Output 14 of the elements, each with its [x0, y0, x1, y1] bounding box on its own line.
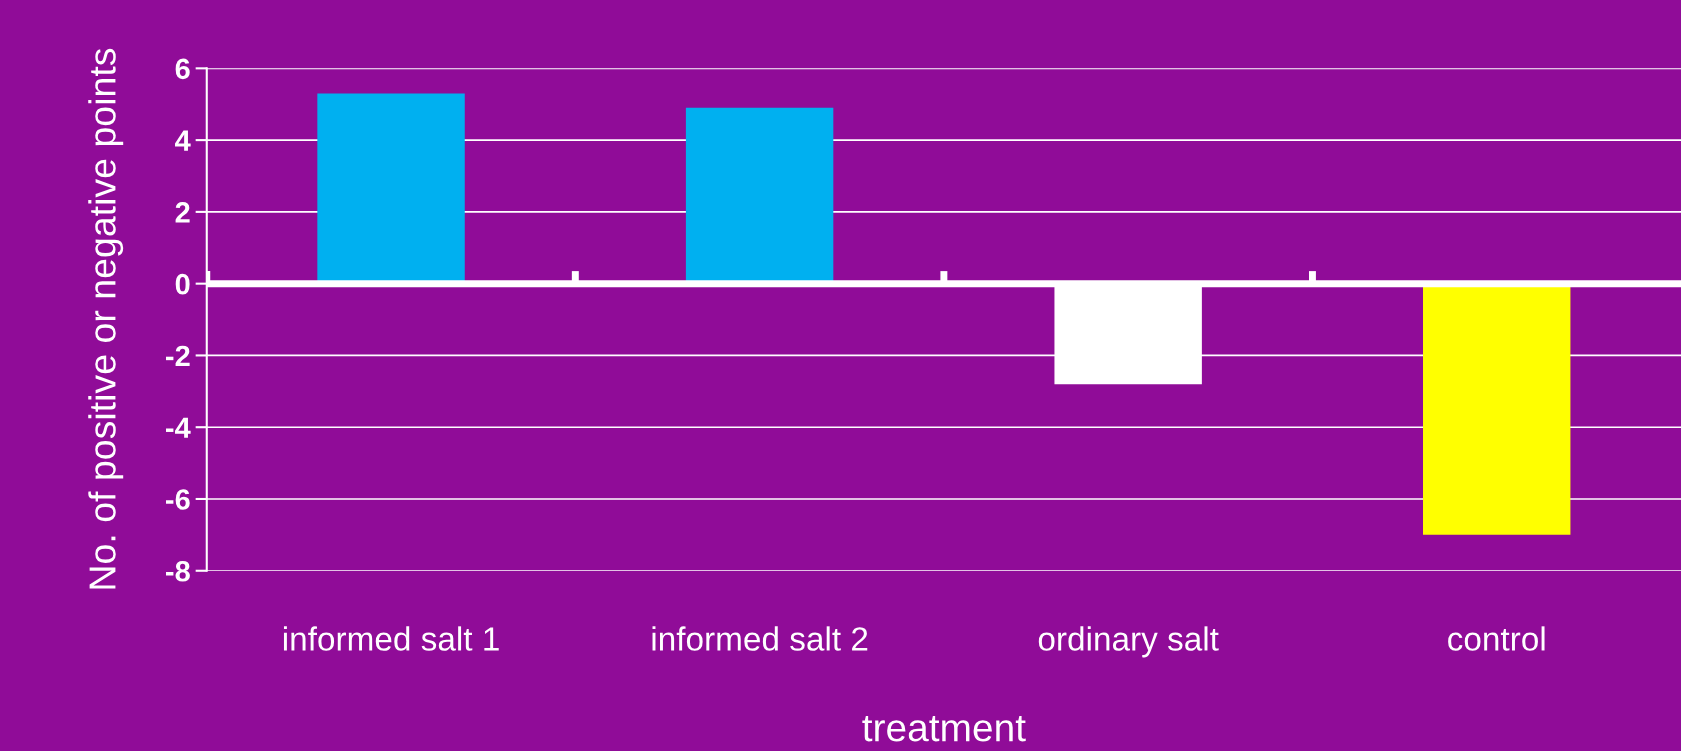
y-tick-label: 6 — [175, 58, 190, 80]
y-tick-label: -8 — [166, 560, 190, 582]
y-tick-label: 4 — [175, 130, 191, 151]
x-tick-label: informed salt 2 — [652, 626, 868, 651]
y-tick-label: 2 — [175, 202, 190, 223]
y-axis-title: No. of positive or negative points — [88, 48, 124, 589]
y-tick-label: -4 — [166, 417, 191, 438]
x-tick-label: control — [1448, 626, 1545, 651]
x-tick-label: ordinary salt — [1038, 626, 1219, 658]
y-tick-label: -2 — [166, 345, 190, 367]
x-axis-title: treatment — [862, 715, 1026, 742]
y-tick-label: -6 — [166, 489, 190, 510]
y-tick-label: 0 — [175, 273, 190, 295]
x-tick-label: informed salt 1 — [283, 626, 499, 651]
